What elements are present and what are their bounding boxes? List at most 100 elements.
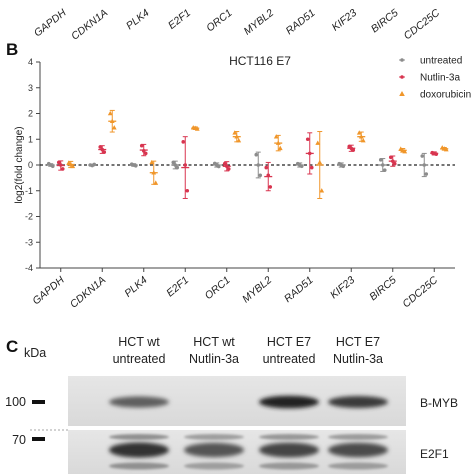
point-untreated-e2f1 bbox=[171, 160, 176, 165]
point-doxorubicin-kif23 bbox=[360, 137, 366, 143]
point-nutlin-3a-birc5 bbox=[390, 159, 395, 163]
point-nutlin-3a-plk4 bbox=[139, 143, 144, 148]
point-nutlin-3a-gapdh bbox=[58, 163, 63, 167]
blot-column-headers: HCT wt untreated HCT wt Nutlin-3a HCT E7 untr… bbox=[113, 335, 383, 366]
marker-bar-100 bbox=[32, 400, 45, 404]
data-marks bbox=[46, 109, 449, 199]
x-tick-label-e2f1: E2F1 bbox=[164, 274, 191, 299]
y-tick-label: -4 bbox=[25, 263, 33, 273]
point-doxorubicin-birc5 bbox=[400, 147, 406, 153]
band-e2f1-upper-lane-1 bbox=[109, 434, 169, 440]
point-doxorubicin-plk4 bbox=[151, 170, 157, 175]
panel-b-letter: B bbox=[6, 40, 18, 59]
point-nutlin-3a-e2f1 bbox=[185, 188, 190, 193]
marker-100-label: 100 bbox=[5, 395, 26, 409]
point-nutlin-3a-rad51 bbox=[309, 165, 314, 170]
point-nutlin-3a-gapdh bbox=[56, 160, 61, 165]
point-untreated-kif23 bbox=[339, 163, 344, 167]
point-nutlin-3a-cdkn1a bbox=[98, 145, 103, 149]
x-tick-label-mybl2: MYBL2 bbox=[240, 274, 274, 305]
marker-70-label: 70 bbox=[12, 433, 26, 447]
top-gene-label-e2f1: E2F1 bbox=[166, 7, 193, 32]
point-nutlin-3a-plk4 bbox=[143, 151, 148, 156]
point-untreated-e2f1 bbox=[173, 163, 178, 167]
point-doxorubicin-birc5 bbox=[402, 149, 408, 154]
band-e2f1-lane-2 bbox=[184, 442, 244, 458]
point-untreated-e2f1 bbox=[175, 165, 180, 170]
y-ticks: -4 -3 -2 -1 0 1 2 3 4 bbox=[25, 57, 40, 273]
point-doxorubicin-e2f1 bbox=[192, 125, 198, 130]
point-doxorubicin-rad51 bbox=[319, 188, 325, 193]
band-b-myb-lane-1 bbox=[109, 396, 169, 408]
blot-label-bmyb: B-MYB bbox=[420, 396, 458, 410]
point-nutlin-3a-rad51 bbox=[307, 151, 312, 156]
point-nutlin-3a-rad51 bbox=[305, 137, 310, 142]
column-header-3-line2: untreated bbox=[263, 352, 316, 366]
y-tick-label: 1 bbox=[28, 134, 33, 144]
point-doxorubicin-plk4 bbox=[149, 159, 155, 165]
point-doxorubicin-cdkn1a bbox=[111, 125, 117, 130]
point-untreated-cdc25c bbox=[422, 163, 427, 167]
point-nutlin-3a-cdc25c bbox=[432, 151, 437, 156]
x-tick-label-rad51: RAD51 bbox=[282, 274, 316, 305]
y-tick-label: 0 bbox=[28, 160, 33, 170]
top-gene-label-plk4: PLK4 bbox=[124, 7, 152, 32]
legend-label-doxorubicin: doxorubicin bbox=[420, 90, 471, 101]
point-nutlin-3a-kif23 bbox=[349, 146, 354, 151]
x-tick-label-plk4: PLK4 bbox=[122, 274, 150, 300]
band-e2f1-lane-1 bbox=[109, 442, 169, 458]
point-doxorubicin-gapdh bbox=[68, 161, 74, 167]
point-doxorubicin-mybl2 bbox=[275, 140, 281, 145]
point-doxorubicin-orc1 bbox=[234, 134, 240, 139]
top-gene-label-mybl2: MYBL2 bbox=[242, 7, 277, 38]
point-nutlin-3a-e2f1 bbox=[183, 163, 188, 167]
band-e2f1-lower-lane-2 bbox=[184, 462, 244, 470]
point-doxorubicin-rad51 bbox=[317, 159, 323, 165]
legend-marker-doxorubicin bbox=[399, 91, 405, 96]
band-e2f1-lane-4 bbox=[328, 442, 388, 458]
point-nutlin-3a-gapdh bbox=[60, 167, 65, 171]
chart-title: HCT116 E7 bbox=[229, 54, 291, 68]
top-gene-label-rad51: RAD51 bbox=[284, 7, 318, 37]
point-nutlin-3a-mybl2 bbox=[264, 165, 269, 170]
y-tick-label: 3 bbox=[28, 83, 33, 93]
point-untreated-cdkn1a bbox=[90, 163, 95, 168]
point-untreated-gapdh bbox=[48, 163, 53, 167]
x-tick-label-gapdh: GAPDH bbox=[30, 274, 67, 307]
column-header-4-line1: HCT E7 bbox=[336, 335, 380, 349]
column-header-1-line1: HCT wt bbox=[118, 335, 160, 349]
point-untreated-birc5 bbox=[382, 168, 387, 172]
x-tick-label-birc5: BIRC5 bbox=[367, 274, 399, 303]
point-nutlin-3a-mybl2 bbox=[268, 185, 273, 189]
point-doxorubicin-mybl2 bbox=[273, 134, 279, 139]
band-e2f1-upper-lane-4 bbox=[328, 434, 388, 440]
y-tick-label: -2 bbox=[25, 212, 33, 222]
point-nutlin-3a-orc1 bbox=[226, 167, 231, 171]
top-gene-label-gapdh: GAPDH bbox=[32, 7, 69, 40]
column-header-2-line2: Nutlin-3a bbox=[189, 352, 239, 366]
x-tick-label-cdkn1a: CDKN1A bbox=[68, 274, 108, 311]
blot-bands bbox=[109, 395, 388, 470]
point-doxorubicin-orc1 bbox=[232, 130, 238, 135]
point-untreated-rad51 bbox=[297, 163, 302, 167]
y-tick-label: -1 bbox=[25, 186, 33, 196]
band-e2f1-lower-lane-4 bbox=[328, 462, 388, 470]
point-doxorubicin-rad51 bbox=[315, 140, 321, 145]
legend-label-nutlin-3a: Nutlin-3a bbox=[420, 73, 460, 84]
point-untreated-plk4 bbox=[131, 163, 136, 167]
y-tick-label: -3 bbox=[25, 237, 33, 247]
point-untreated-birc5 bbox=[378, 158, 383, 162]
band-e2f1-lower-lane-3 bbox=[259, 462, 319, 470]
top-gene-label-cdc25c: CDC25C bbox=[402, 7, 443, 43]
point-nutlin-3a-birc5 bbox=[392, 161, 397, 166]
top-gene-labels: GAPDH CDKN1A PLK4 E2F1 ORC1 MYBL2 RAD51 KIF23 BI… bbox=[32, 7, 443, 43]
point-untreated-cdc25c bbox=[424, 172, 429, 176]
point-nutlin-3a-e2f1 bbox=[181, 140, 186, 144]
point-untreated-birc5 bbox=[380, 163, 385, 167]
point-nutlin-3a-plk4 bbox=[141, 149, 146, 153]
band-e2f1-upper-lane-3 bbox=[259, 434, 319, 440]
x-tick-label-cdc25c: CDC25C bbox=[400, 274, 440, 310]
y-tick-label: 4 bbox=[28, 57, 33, 67]
y-tick-label: 2 bbox=[28, 109, 33, 119]
point-doxorubicin-orc1 bbox=[236, 137, 242, 143]
